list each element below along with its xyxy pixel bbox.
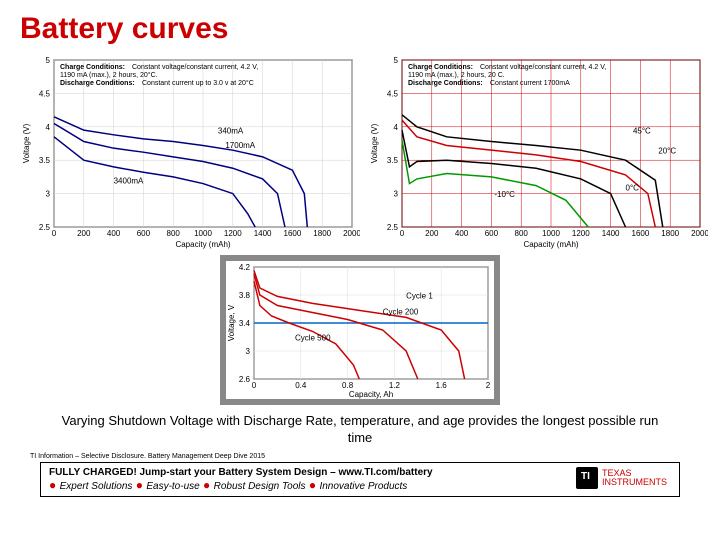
ti-chip-icon (576, 467, 598, 489)
ti-logo: TEXAS INSTRUMENTS (576, 467, 667, 489)
svg-text:Voltage (V): Voltage (V) (22, 123, 31, 163)
caption-text: Varying Shutdown Voltage with Discharge … (50, 413, 670, 447)
svg-text:Discharge Conditions:: Discharge Conditions: (60, 80, 135, 87)
svg-text:3.4: 3.4 (239, 319, 251, 328)
svg-text:1200: 1200 (572, 229, 590, 238)
svg-text:2.6: 2.6 (239, 375, 251, 384)
svg-text:1200: 1200 (224, 229, 242, 238)
svg-text:3400mA: 3400mA (114, 177, 144, 186)
svg-text:1400: 1400 (254, 229, 272, 238)
svg-text:Constant voltage/constant curr: Constant voltage/constant current, 4.2 V… (480, 64, 606, 71)
svg-text:Voltage (V): Voltage (V) (370, 123, 379, 163)
svg-text:340mA: 340mA (218, 126, 244, 135)
svg-text:200: 200 (425, 229, 439, 238)
svg-text:3.5: 3.5 (39, 156, 51, 165)
svg-text:Capacity (mAh): Capacity (mAh) (175, 240, 230, 249)
svg-text:0: 0 (52, 229, 57, 238)
svg-text:Capacity (mAh): Capacity (mAh) (523, 240, 578, 249)
svg-text:1800: 1800 (313, 229, 331, 238)
svg-text:4.5: 4.5 (387, 89, 399, 98)
svg-text:1700mA: 1700mA (225, 141, 255, 150)
svg-text:1000: 1000 (542, 229, 560, 238)
svg-text:1190 mA (max.), 2 hours, 20°C.: 1190 mA (max.), 2 hours, 20°C. (60, 71, 158, 79)
svg-text:2000: 2000 (691, 229, 708, 238)
top-charts-row: 02004006008001000120014001600180020002.5… (20, 54, 700, 249)
svg-text:3: 3 (246, 347, 251, 356)
slide-title: Battery curves (20, 12, 700, 46)
svg-text:0°C: 0°C (626, 183, 640, 192)
discharge-rate-chart: 0 200 400 600 800 1000 1200 1400 1600 1800 2000 2.5… (20, 54, 360, 249)
svg-text:4.5: 4.5 (39, 89, 51, 98)
svg-text:-10°C: -10°C (494, 190, 515, 199)
svg-text:4: 4 (394, 123, 399, 132)
svg-text:3.8: 3.8 (239, 291, 251, 300)
svg-text:4: 4 (46, 123, 51, 132)
svg-text:45°C: 45°C (633, 126, 651, 135)
svg-text:5: 5 (46, 56, 51, 65)
svg-text:1190 mA (max.), 2 hours, 20 C.: 1190 mA (max.), 2 hours, 20 C. (408, 72, 505, 79)
svg-text:Charge Conditions:: Charge Conditions: (408, 64, 473, 71)
svg-text:600: 600 (137, 229, 151, 238)
svg-text:800: 800 (515, 229, 529, 238)
svg-text:2: 2 (486, 381, 491, 390)
svg-text:1600: 1600 (284, 229, 302, 238)
svg-text:1600: 1600 (632, 229, 650, 238)
svg-text:20°C: 20°C (658, 147, 676, 156)
svg-text:800: 800 (167, 229, 181, 238)
svg-text:2.5: 2.5 (39, 223, 51, 232)
svg-text:Cycle 1: Cycle 1 (406, 292, 433, 301)
svg-text:Constant current up to 3.0 v a: Constant current up to 3.0 v at 20°C (142, 79, 254, 87)
svg-text:4.2: 4.2 (239, 263, 251, 272)
svg-text:1800: 1800 (661, 229, 679, 238)
svg-text:3: 3 (46, 190, 51, 199)
bottom-chart-wrap: 0 0.4 0.8 1.2 1.6 2 2.6 3 3.4 3.8 4.2 Cycle 1 Cycle … (20, 255, 700, 405)
ti-logo-text2: INSTRUMENTS (602, 478, 667, 487)
svg-text:Charge Conditions:: Charge Conditions: (60, 64, 125, 71)
svg-text:Constant current 1700mA: Constant current 1700mA (490, 80, 570, 87)
svg-text:Cycle 200: Cycle 200 (383, 308, 419, 317)
svg-text:0.8: 0.8 (342, 381, 354, 390)
svg-text:Cycle 500: Cycle 500 (295, 334, 331, 343)
svg-text:5: 5 (394, 56, 399, 65)
svg-text:1.6: 1.6 (436, 381, 448, 390)
svg-text:Voltage, V: Voltage, V (227, 304, 236, 341)
svg-text:600: 600 (485, 229, 499, 238)
svg-text:0: 0 (400, 229, 405, 238)
svg-text:1.2: 1.2 (389, 381, 401, 390)
svg-text:Discharge Conditions:: Discharge Conditions: (408, 80, 483, 87)
svg-text:3.5: 3.5 (387, 156, 399, 165)
svg-text:400: 400 (107, 229, 121, 238)
footer-bold: FULLY CHARGED! Jump-start your Battery S… (49, 467, 339, 478)
svg-text:2.5: 2.5 (387, 223, 399, 232)
temperature-chart: 0 200 400 600 800 1000 1200 1400 1600 1800 2000 2.5… (368, 54, 708, 249)
svg-text:Constant voltage/constant curr: Constant voltage/constant current, 4.2 V… (132, 64, 258, 71)
cycle-age-chart: 0 0.4 0.8 1.2 1.6 2 2.6 3 3.4 3.8 4.2 Cycle 1 Cycle … (220, 255, 500, 405)
footer-link[interactable]: www.TI.com/battery (339, 467, 433, 478)
svg-text:2000: 2000 (343, 229, 360, 238)
svg-text:0: 0 (252, 381, 257, 390)
svg-text:Capacity, Ah: Capacity, Ah (349, 390, 393, 399)
svg-text:200: 200 (77, 229, 91, 238)
svg-text:0.4: 0.4 (295, 381, 307, 390)
svg-text:1000: 1000 (194, 229, 212, 238)
svg-text:3: 3 (394, 190, 399, 199)
footer-box: FULLY CHARGED! Jump-start your Battery S… (40, 462, 680, 497)
svg-text:1400: 1400 (602, 229, 620, 238)
disclosure-text: TI Information – Selective Disclosure. B… (30, 453, 700, 460)
svg-text:400: 400 (455, 229, 469, 238)
